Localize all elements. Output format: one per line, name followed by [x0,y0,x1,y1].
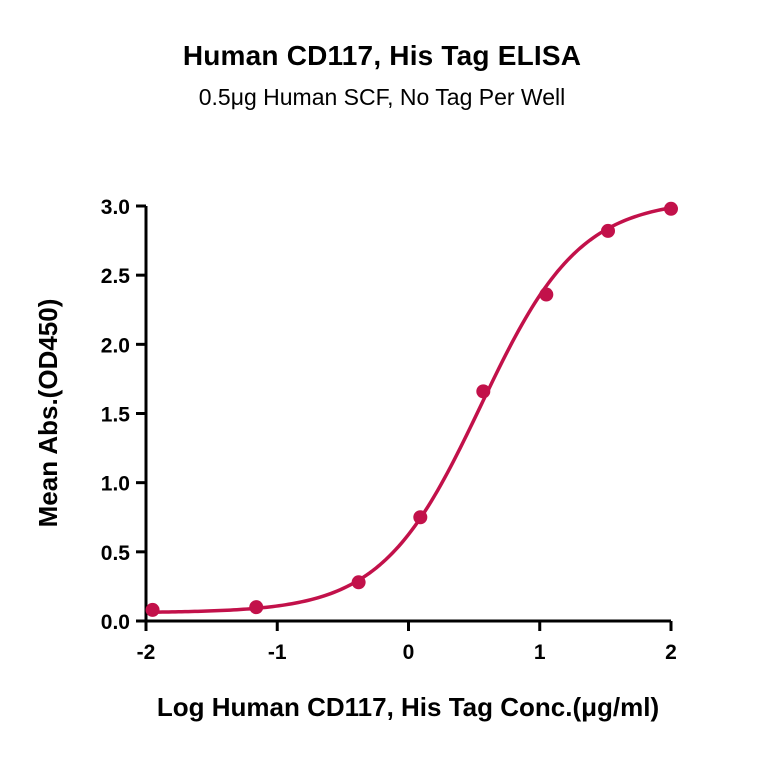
y-axis-title: Mean Abs.(OD450) [33,299,63,528]
data-point [664,201,678,216]
x-tick-label: 1 [534,641,546,664]
y-tick-label: 1.5 [101,404,131,427]
data-point [145,602,160,617]
x-axis-title: Log Human CD117, His Tag Conc.(μg/ml) [157,692,659,722]
chart-subtitle: 0.5μg Human SCF, No Tag Per Well [198,84,566,110]
y-tick-label: 0.0 [101,611,130,634]
x-tick-label: -1 [268,641,287,664]
data-point [249,600,264,615]
y-tick-label: 3.0 [101,196,130,219]
y-tick-label: 2.0 [101,334,130,357]
plot-area: -2 -1 0 1 2 0.0 0.5 1.0 1.5 2.0 2.5 3.0 [101,196,678,664]
y-tick-label: 2.5 [101,265,131,288]
x-tick-label: 0 [403,641,415,664]
x-tick-label: 2 [665,641,677,664]
chart-title: Human CD117, His Tag ELISA [182,40,582,71]
fit-curve [150,206,673,614]
data-point [601,223,615,238]
data-point [476,384,491,399]
data-point [413,510,428,525]
data-point [351,575,366,590]
y-tick-label: 1.0 [101,473,130,496]
x-tick-label: -2 [137,641,156,664]
y-tick-label: 0.5 [101,542,131,565]
data-point [539,287,554,302]
